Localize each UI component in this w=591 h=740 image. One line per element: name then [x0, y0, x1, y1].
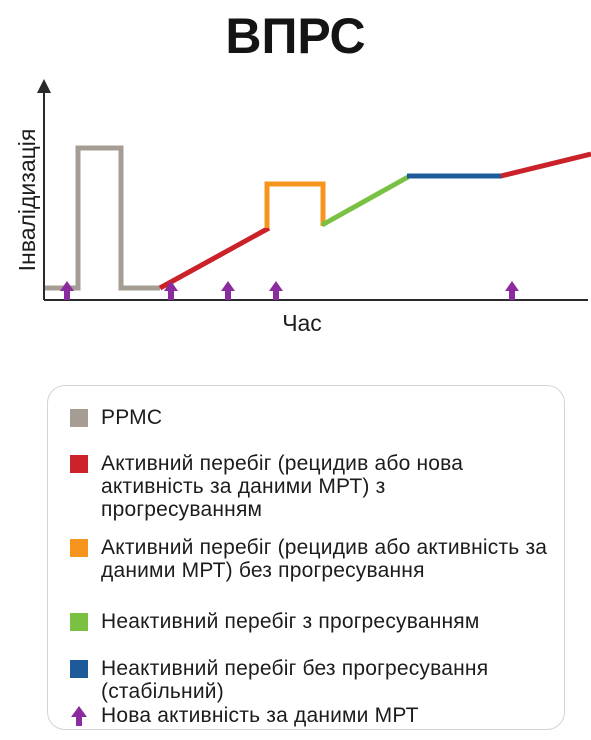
- legend-label: Неактивний перебіг без прогресування (ст…: [101, 657, 489, 703]
- legend-item-inactive-stable: Неактивний перебіг без прогресування (ст…: [68, 657, 548, 703]
- legend-item-inactive-progressing: Неактивний перебіг з прогресуванням: [68, 610, 548, 633]
- mri-activity-arrow-2: [164, 281, 178, 300]
- legend-label: РРМС: [101, 406, 163, 429]
- mri-activity-arrow-3: [221, 281, 235, 300]
- legend-item-active-progressing: Активний перебіг (рецидив або нова актив…: [68, 452, 548, 521]
- page-title: ВПРС: [225, 8, 366, 64]
- active-not-progressing-swatch-icon: [70, 539, 88, 557]
- y-axis-label: Інвалідизація: [14, 129, 40, 272]
- segment-inactive-progressing: [320, 174, 410, 228]
- active-progressing-swatch-icon: [70, 455, 88, 473]
- inactive-progressing-swatch-icon: [70, 613, 88, 631]
- segment-ppms: [45, 145, 160, 291]
- legend-label: Активний перебіг (рецидив або активність…: [101, 536, 548, 582]
- legend-item-ppms: РРМС: [68, 406, 548, 429]
- legend-label: Нова активність за даними МРТ: [101, 704, 419, 727]
- legend-box: РРМС Активний перебіг (рецидив або нова …: [47, 385, 565, 730]
- segment-active-progressing-2: [500, 151, 591, 179]
- x-axis-label: Час: [282, 310, 322, 336]
- mri-activity-arrow-1: [60, 281, 74, 300]
- segment-active-not-progressing: [264, 181, 326, 228]
- mri-activity-arrow-5: [505, 281, 519, 300]
- segment-active-progressing-1: [158, 225, 271, 291]
- legend-item-mri-activity: Нова активність за даними МРТ: [68, 704, 548, 727]
- legend-label: Активний перебіг (рецидив або нова актив…: [101, 452, 464, 521]
- legend-label: Неактивний перебіг з прогресуванням: [101, 610, 480, 633]
- ppms-swatch-icon: [70, 409, 88, 427]
- mri-activity-arrow-4: [269, 281, 283, 300]
- disability-over-time-diagram: Інвалідизація Час: [14, 79, 591, 336]
- inactive-stable-swatch-icon: [70, 660, 88, 678]
- legend-item-active-not-progressing: Активний перебіг (рецидив або активність…: [68, 536, 548, 582]
- up-arrow-icon: [71, 706, 87, 726]
